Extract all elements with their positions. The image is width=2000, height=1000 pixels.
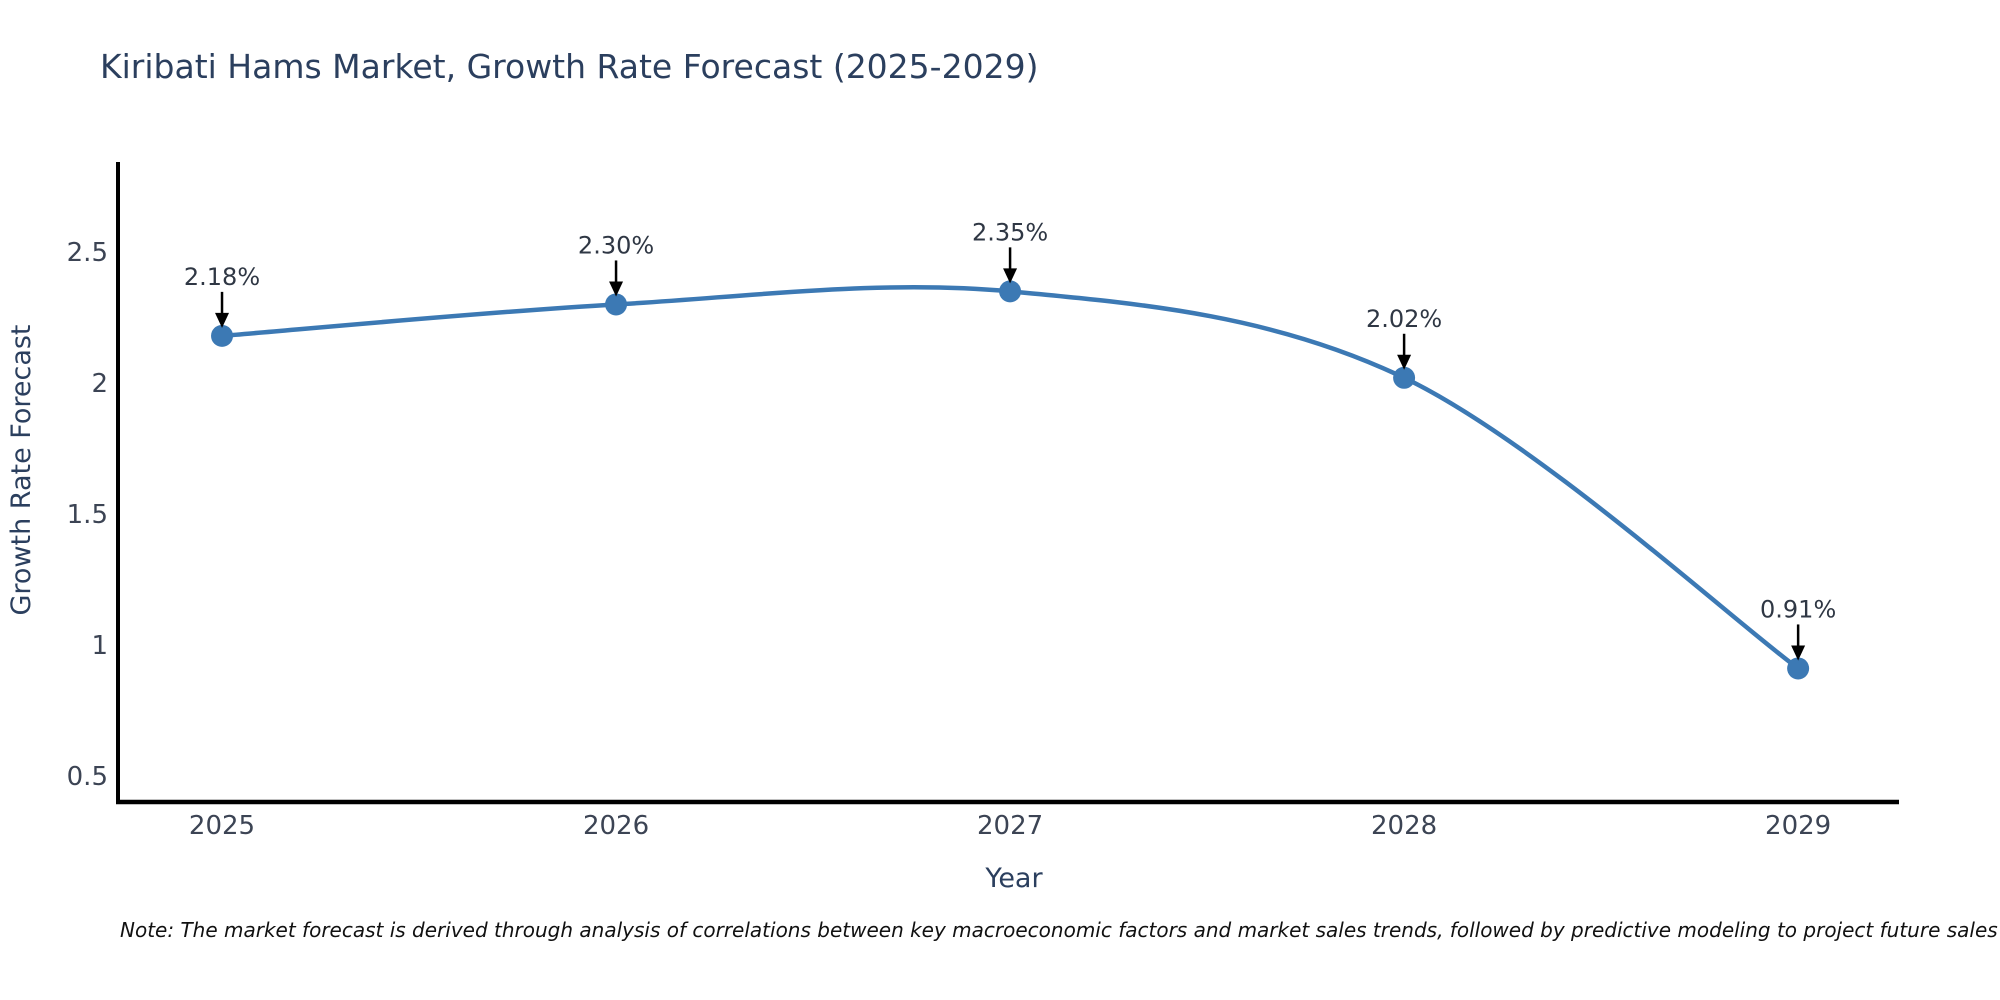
x-axis-tick-labels: 2025 2026 2027 2028 2029 — [189, 811, 1831, 841]
data-point-label: 0.91% — [1760, 595, 1836, 623]
y-tick-label: 0.5 — [67, 762, 108, 792]
x-tick-label: 2025 — [189, 811, 255, 841]
chart-title: Kiribati Hams Market, Growth Rate Foreca… — [100, 47, 1038, 86]
data-point-marker — [1787, 657, 1810, 680]
y-axis-tick-labels: 0.5 1 1.5 2 2.5 — [67, 238, 108, 792]
data-point-markers — [211, 280, 1810, 680]
annotation-arrow-head — [609, 281, 624, 297]
x-axis-title: Year — [984, 863, 1043, 894]
y-tick-label: 1 — [91, 631, 108, 661]
data-point-label: 2.18% — [184, 263, 260, 291]
annotation-arrow-head — [1397, 354, 1412, 370]
data-point-label: 2.35% — [972, 218, 1048, 246]
y-axis-title: Growth Rate Forecast — [6, 324, 37, 615]
data-point-label: 2.30% — [578, 231, 654, 259]
y-tick-label: 1.5 — [67, 500, 108, 530]
forecast-line — [219, 284, 1801, 671]
annotation-arrow-head — [1791, 645, 1806, 661]
y-tick-label: 2 — [91, 369, 108, 399]
data-point-marker — [211, 324, 234, 347]
x-tick-label: 2028 — [1371, 811, 1437, 841]
footnote: Note: The market forecast is derived thr… — [120, 918, 1998, 942]
annotation-arrow-head — [1003, 268, 1018, 284]
data-point-marker — [605, 293, 628, 316]
data-point-label: 2.02% — [1366, 305, 1442, 333]
x-tick-label: 2029 — [1765, 811, 1831, 841]
data-point-marker — [999, 280, 1022, 303]
y-tick-label: 2.5 — [67, 238, 108, 268]
x-tick-label: 2026 — [583, 811, 649, 841]
data-point-marker — [1393, 366, 1416, 389]
data-point-annotations: 2.18% 2.30% 2.35% 2.02% 0.91% — [184, 218, 1836, 661]
x-tick-label: 2027 — [977, 811, 1043, 841]
annotation-arrow-head — [215, 312, 230, 328]
